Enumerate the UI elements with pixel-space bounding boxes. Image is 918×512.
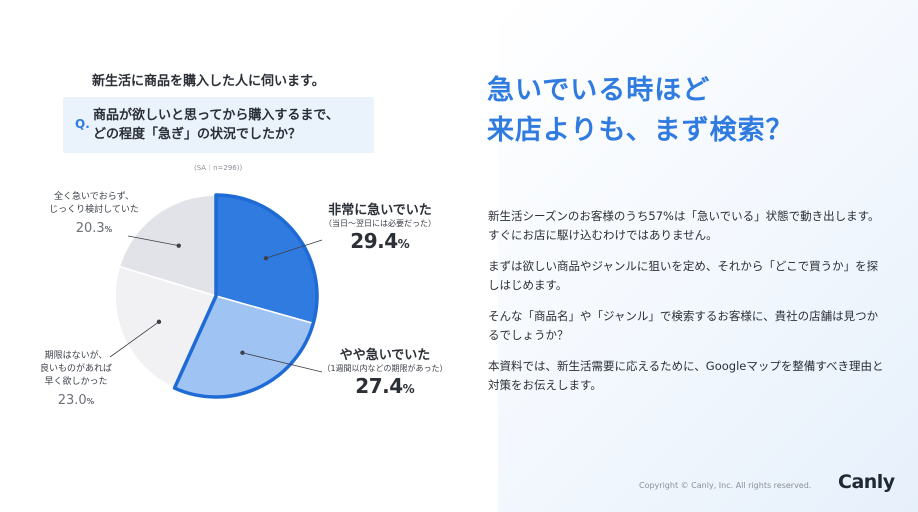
body-paragraph-2: まずは欲しい商品やジャンルに狙いを定め、それから「どこで買うか」を探しはじめます… [488,259,879,292]
leader-no-deadline [109,319,162,358]
slice-sub: （1週間以内などの期限があった） [322,364,448,373]
slice-label-very-urgent: 非常に急いでいた （当日〜翌日には必要だった） 29.4% [300,199,460,253]
slice-name: やや急いでいた [339,348,431,363]
slice-label-not-urgent: 全く急いでおらず、 じっくり検討していた 20.3% [34,191,154,236]
slice-label-somewhat-urgent: やや急いでいた （1週間以内などの期限があった） 27.4% [302,344,468,398]
slice-no-deadline [114,265,218,390]
survey-title: 新生活に商品を購入した人に伺います。 [92,74,325,89]
slice-name-line: 早く欲しかった [44,377,108,387]
slice-name-line: 全く急いでおらず、 [54,192,134,202]
slice-name-line: 期限はないが、 [44,351,108,361]
question-text: 商品が欲しいと思ってから購入するまで、 どの程度「急ぎ」の状況でしたか？ [93,106,371,144]
headline-line-2: 来店よりも、まず検索？ [487,115,794,146]
highlight-outline [172,193,319,399]
slice-not-urgent [118,194,217,298]
slice-name-line: 良いものがあれば [39,364,112,374]
question-mark-label: Q. [75,117,90,131]
headline-line-1: 急いでいる時ほど [487,75,711,106]
question-line-1: 商品が欲しいと思ってから購入するまで、 [93,108,339,123]
leader-very-urgent [263,239,323,261]
sample-note: (SA｜n=296)) [194,164,243,172]
slice-value: 27.4% [355,374,415,398]
question-line-2: どの程度「急ぎ」の状況でしたか？ [93,127,302,142]
slice-value: 20.3% [75,221,113,236]
slice-value: 29.4% [350,229,410,253]
leader-not-urgent [127,235,181,248]
body-text: 新生活シーズンのお客様のうち57%は「急いでいる」状態で動き出します。すぐにお店… [488,207,888,407]
slice-name: 非常に急いでいた [328,203,432,218]
body-paragraph-1: 新生活シーズンのお客様のうち57%は「急いでいる」状態で動き出します。すぐにお店… [488,209,880,242]
body-paragraph-3: そんな「商品名」や「ジャンル」で検索するお客様に、貴社の店舗は見つかるでしょうか… [488,309,879,342]
slice-name-line: じっくり検討していた [49,205,139,215]
slice-value: 23.0% [57,393,95,408]
copyright-text: Copyright © Canly, Inc. All rights reser… [639,481,812,490]
leader-somewhat-urgent [240,350,323,373]
slice-label-no-deadline: 期限はないが、 良いものがあれば 早く欲しかった 23.0% [16,350,136,408]
headline: 急いでいる時ほど 来店よりも、まず検索？ [487,71,794,151]
canly-logo: Canly [838,471,895,493]
slice-sub: （当日〜翌日には必要だった） [324,219,436,228]
question-box: Q. 商品が欲しいと思ってから購入するまで、 どの程度「急ぎ」の状況でしたか？ [63,97,374,153]
body-paragraph-4: 本資料では、新生活需要に応えるために、Googleマップを整備すべき理由と対策を… [488,359,884,392]
